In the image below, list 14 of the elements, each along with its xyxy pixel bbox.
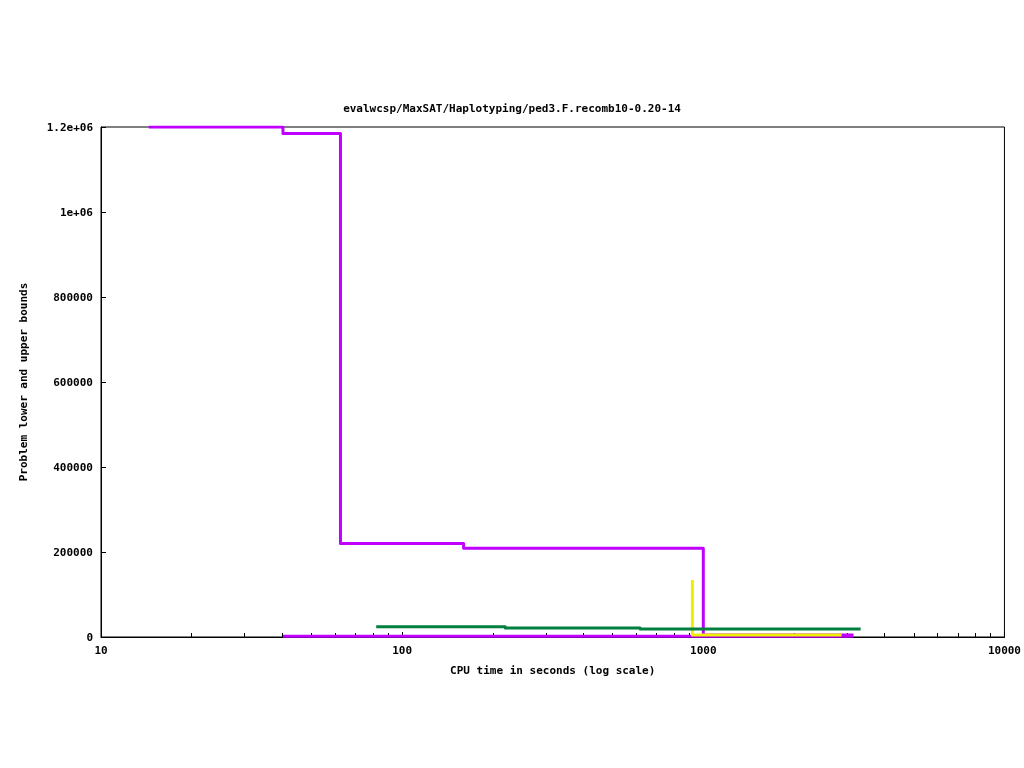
x-axis-title: CPU time in seconds (log scale) — [450, 664, 656, 677]
x-tick-label: 10 — [94, 644, 108, 657]
y-tick-label: 200000 — [53, 545, 93, 559]
y-tick-label: 400000 — [53, 460, 93, 474]
y-axis-title: Problem lower and upper bounds — [17, 282, 30, 482]
y-tick-label: 600000 — [53, 375, 93, 389]
y-tick-label: 1e+06 — [59, 205, 94, 219]
x-tick-label: 1000 — [690, 644, 717, 657]
y-tick-label: 800000 — [53, 290, 93, 304]
y-tick-label: 0 — [86, 630, 93, 644]
y-tick-label: 1.2e+06 — [46, 120, 94, 134]
chart-title: evalwcsp/MaxSAT/Haplotyping/ped3.F.recomb10-0.20-14 — [343, 102, 682, 115]
x-tick-label: 10000 — [987, 644, 1022, 657]
x-tick-label: 100 — [392, 644, 413, 657]
